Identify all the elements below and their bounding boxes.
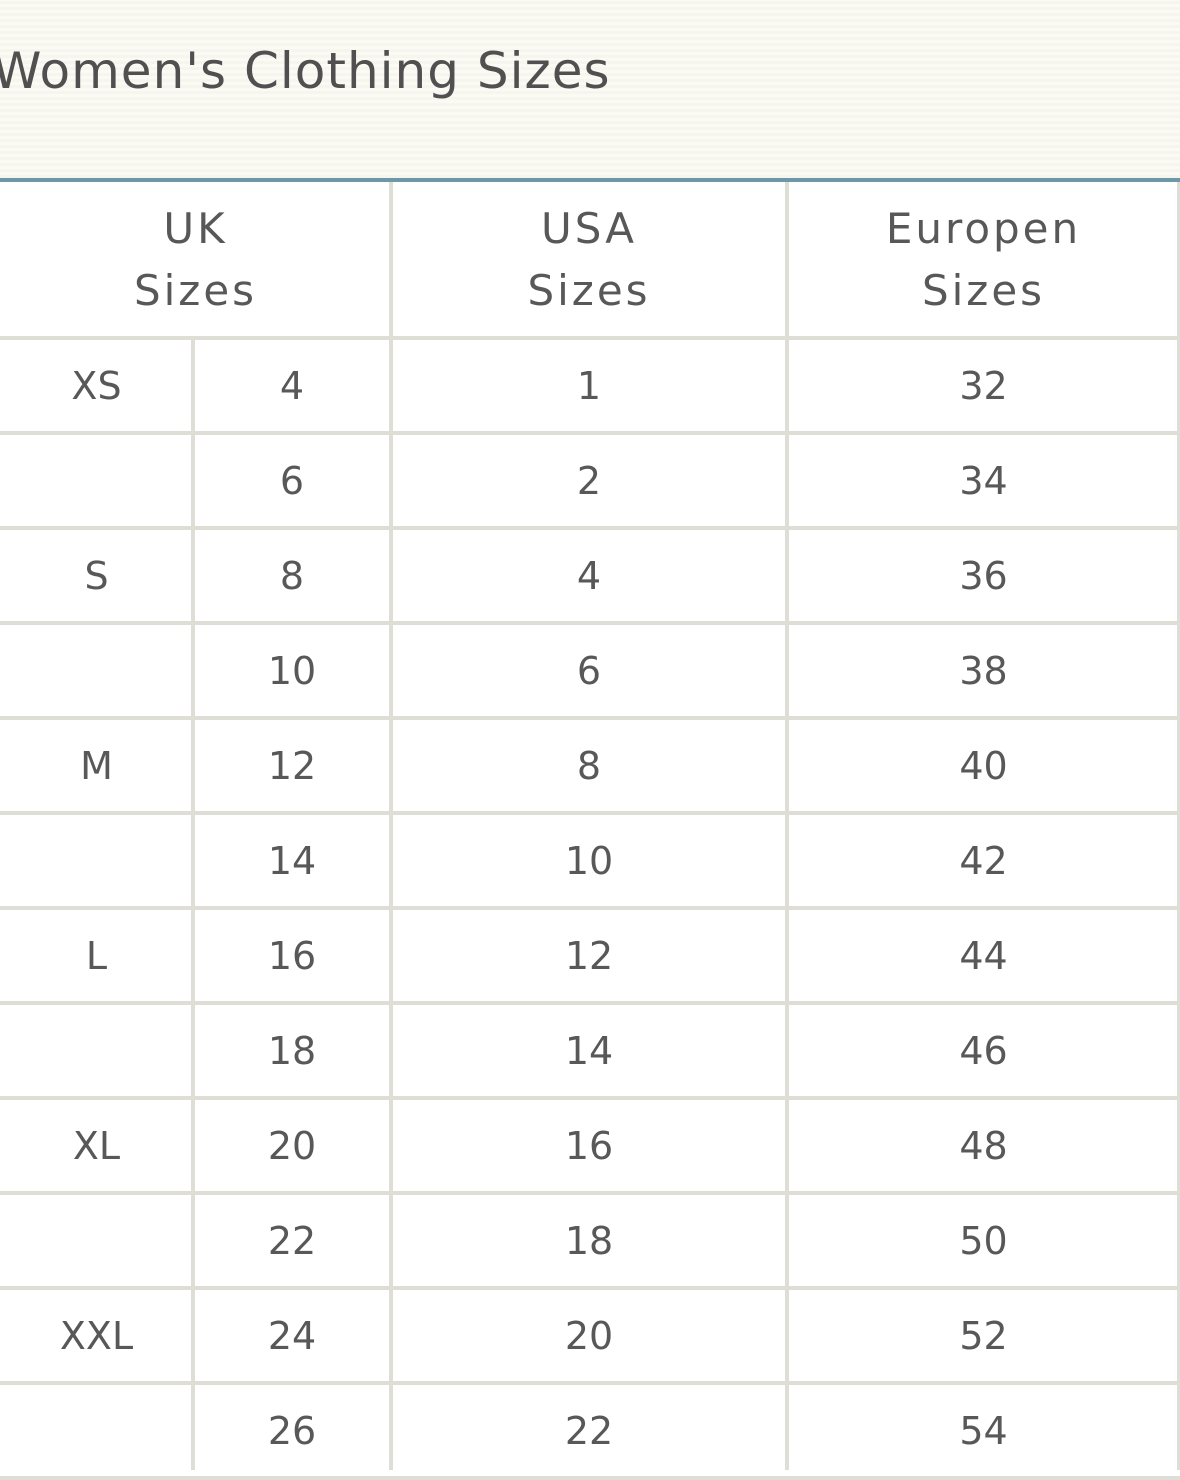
table-cell: 32 [959, 363, 1008, 408]
table-cell: XL [72, 1123, 121, 1168]
column-line [1177, 182, 1180, 1470]
table-cell: 34 [959, 458, 1008, 503]
row-line [0, 336, 1180, 340]
table-cell: 46 [959, 1028, 1008, 1073]
row-line [0, 1191, 1180, 1195]
table-cell: 10 [564, 838, 614, 883]
table-cell: 8 [576, 743, 602, 788]
table-cell: L [85, 933, 108, 978]
table-cell: 22 [564, 1408, 614, 1453]
column-line [785, 182, 789, 1470]
table-cell: 2 [576, 458, 602, 503]
table-cell: 4 [576, 553, 602, 598]
table-cell: 8 [279, 553, 305, 598]
table-cell: XS [71, 363, 122, 408]
table-cell: S [84, 553, 109, 598]
column-header: USA Sizes [527, 204, 651, 315]
table-cell: 36 [959, 553, 1008, 598]
table-cell: 6 [576, 648, 602, 693]
row-line [0, 906, 1180, 910]
row-line [0, 811, 1180, 815]
table-cell: 22 [267, 1218, 317, 1263]
page-title: Women's Clothing Sizes [0, 42, 611, 100]
row-line [0, 526, 1180, 530]
table-cell: 6 [279, 458, 305, 503]
table-cell: 18 [564, 1218, 614, 1263]
table-cell: 10 [267, 648, 317, 693]
table-cell: 16 [267, 933, 317, 978]
table-cell: 1 [576, 363, 602, 408]
table-cell: 44 [959, 933, 1008, 978]
table-cell: 16 [564, 1123, 614, 1168]
column-line [191, 338, 195, 1470]
table-cell: 52 [959, 1313, 1008, 1358]
table-cell: XXL [59, 1313, 134, 1358]
table-cell: 18 [267, 1028, 317, 1073]
table-cell: 40 [959, 743, 1008, 788]
table-cell: 14 [267, 838, 317, 883]
table-cell: 20 [564, 1313, 614, 1358]
column-header: UK Sizes [133, 204, 258, 315]
row-line [0, 1001, 1180, 1005]
row-line [0, 431, 1180, 435]
table-cell: 42 [959, 838, 1008, 883]
row-line [0, 1096, 1180, 1100]
row-line [0, 1286, 1180, 1290]
table-cell: 4 [279, 363, 305, 408]
table-cell: 14 [564, 1028, 614, 1073]
table-cell: M [80, 743, 113, 788]
table-top-rule [0, 178, 1180, 182]
table-cell: 48 [959, 1123, 1008, 1168]
table-cell: 54 [959, 1408, 1008, 1453]
header-background [0, 0, 1180, 178]
row-line [0, 621, 1180, 625]
column-line [389, 182, 393, 1470]
table-cell: 12 [564, 933, 614, 978]
table-cell: 38 [959, 648, 1008, 693]
table-cell: 12 [267, 743, 317, 788]
column-header: Europen Sizes [885, 204, 1082, 315]
table-cell: 24 [267, 1313, 317, 1358]
table-cell: 50 [959, 1218, 1008, 1263]
row-line [0, 716, 1180, 720]
table-cell: 26 [267, 1408, 317, 1453]
table-cell: 20 [267, 1123, 317, 1168]
row-line [0, 1381, 1180, 1385]
